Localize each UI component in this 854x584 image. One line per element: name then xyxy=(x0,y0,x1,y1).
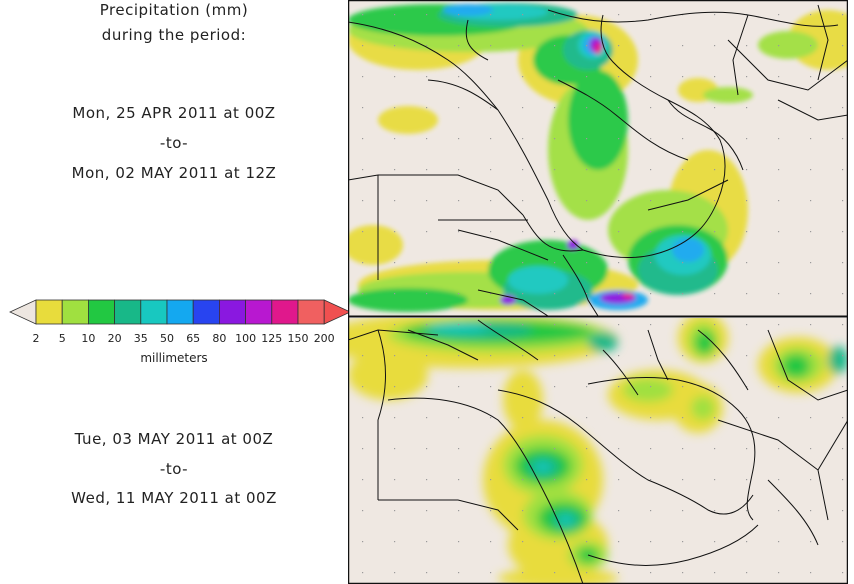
legend-swatch xyxy=(166,299,194,325)
legend-tick-label: 100 xyxy=(235,332,257,345)
period2-start: Tue, 03 MAY 2011 at 00Z xyxy=(74,430,274,448)
legend-tick-label: 20 xyxy=(107,332,122,345)
legend-swatch xyxy=(140,299,168,325)
period1-separator: -to- xyxy=(159,134,189,152)
legend-swatch xyxy=(114,299,142,325)
legend-tick-label: 65 xyxy=(186,332,201,345)
map1-grid-dots xyxy=(348,0,848,316)
legend-swatch xyxy=(35,299,63,325)
period1-start: Mon, 25 APR 2011 at 00Z xyxy=(72,104,276,122)
legend-tick-label: 150 xyxy=(287,332,309,345)
legend-tick-label: 200 xyxy=(313,332,335,345)
header-title: Precipitation (mm) xyxy=(99,1,249,19)
map2-boundaries xyxy=(348,319,848,584)
right-margin xyxy=(848,0,854,584)
map1-precip-field xyxy=(348,0,848,316)
legend-above-arrow xyxy=(323,299,348,325)
legend-swatch xyxy=(192,299,220,325)
legend-tick-label: 2 xyxy=(32,332,40,345)
legend-tick-label: 50 xyxy=(160,332,174,345)
color-scale-bar xyxy=(9,299,348,325)
map1-boundaries xyxy=(348,4,848,316)
map2-precip-field xyxy=(348,318,848,584)
map-period2 xyxy=(348,318,848,584)
map2-grid-dots xyxy=(348,318,848,584)
legend-swatch xyxy=(245,299,273,325)
period2-separator: -to- xyxy=(159,460,189,478)
color-scale-unit: millimeters xyxy=(140,351,208,365)
period1-end: Mon, 02 MAY 2011 at 12Z xyxy=(71,164,277,182)
legend-tick-label: 5 xyxy=(58,332,66,345)
legend-panel: Precipitation (mm) during the period: Mo… xyxy=(0,0,348,584)
period2-end: Wed, 11 MAY 2011 at 00Z xyxy=(71,489,277,507)
legend-swatch xyxy=(88,299,116,325)
legend-tick-label: 10 xyxy=(81,332,96,345)
legend-tick-label: 35 xyxy=(133,332,148,345)
legend-swatch xyxy=(218,299,246,325)
precipitation-maps xyxy=(348,0,848,584)
legend-tick-label: 80 xyxy=(212,332,227,345)
map-period1 xyxy=(348,0,848,316)
color-scale-ticks: 2 5 10 20 35 50 65 80 100 125 150 200 xyxy=(0,332,348,348)
legend-swatch xyxy=(297,299,325,325)
legend-swatch xyxy=(61,299,89,325)
legend-below-arrow xyxy=(9,299,37,325)
header-subtitle: during the period: xyxy=(101,26,247,44)
legend-swatch xyxy=(271,299,299,325)
legend-tick-label: 125 xyxy=(261,332,283,345)
